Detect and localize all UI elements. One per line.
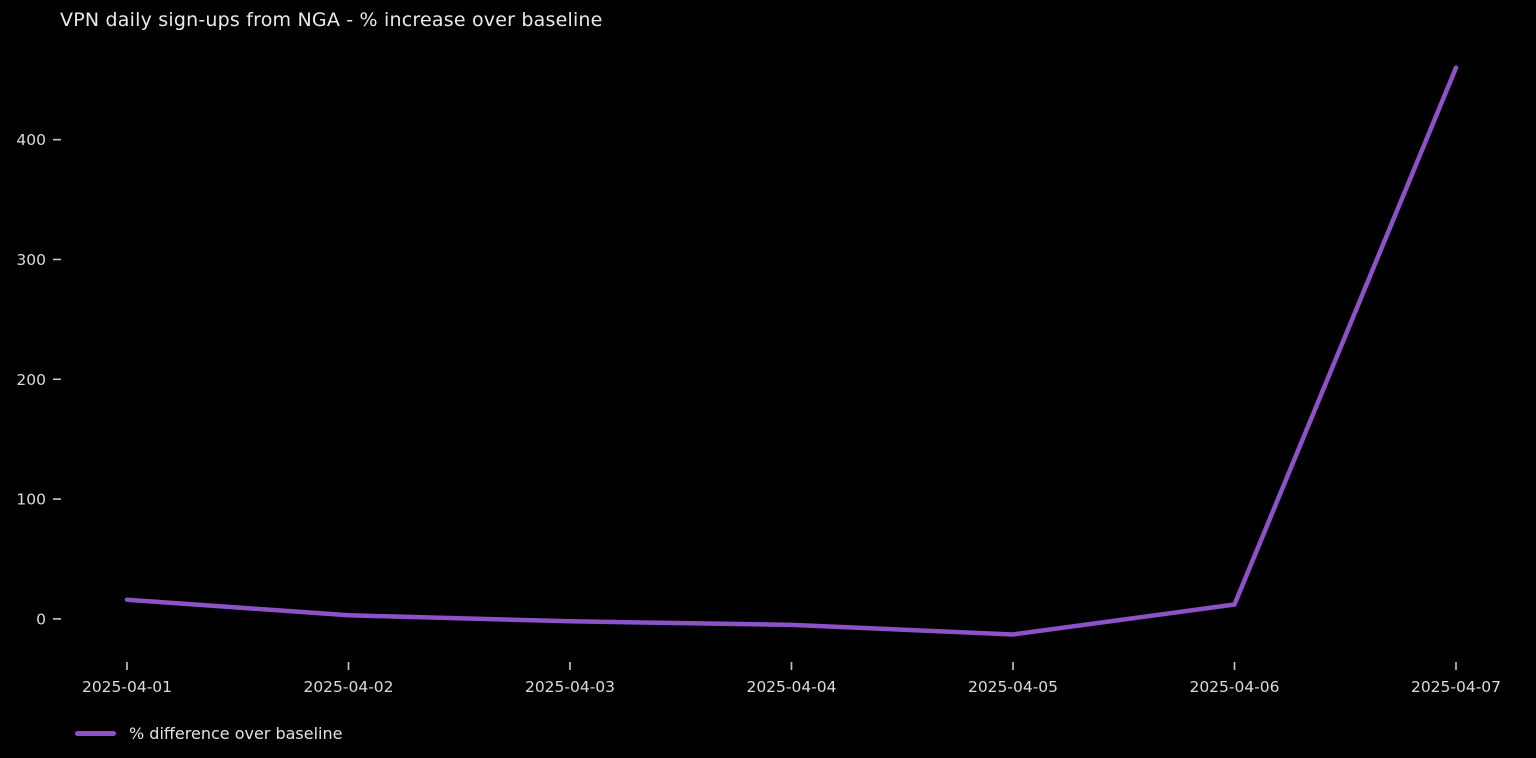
x-axis-tick-label: 2025-04-07 <box>1411 678 1501 696</box>
y-axis-tick-label: 100 <box>16 491 46 509</box>
x-axis-tick-label: 2025-04-02 <box>303 678 393 696</box>
x-axis-tick-label: 2025-04-04 <box>746 678 836 696</box>
data-line-difference <box>124 65 1459 637</box>
legend-label: % difference over baseline <box>129 723 343 743</box>
y-axis-tick-label: 0 <box>36 610 46 628</box>
y-axis-tick-label: 400 <box>16 131 46 149</box>
x-axis-tick-label: 2025-04-06 <box>1189 678 1279 696</box>
x-axis-tick-label: 2025-04-03 <box>525 678 615 696</box>
y-axis-tick-label: 200 <box>16 371 46 389</box>
y-axis-tick-label: 300 <box>16 251 46 269</box>
chart-title: VPN daily sign-ups from NGA - % increase… <box>60 9 603 31</box>
x-axis-tick-label: 2025-04-01 <box>82 678 172 696</box>
legend: % difference over baseline <box>75 721 342 745</box>
x-axis-tick-label: 2025-04-05 <box>968 678 1058 696</box>
legend-line-swatch <box>75 730 116 736</box>
